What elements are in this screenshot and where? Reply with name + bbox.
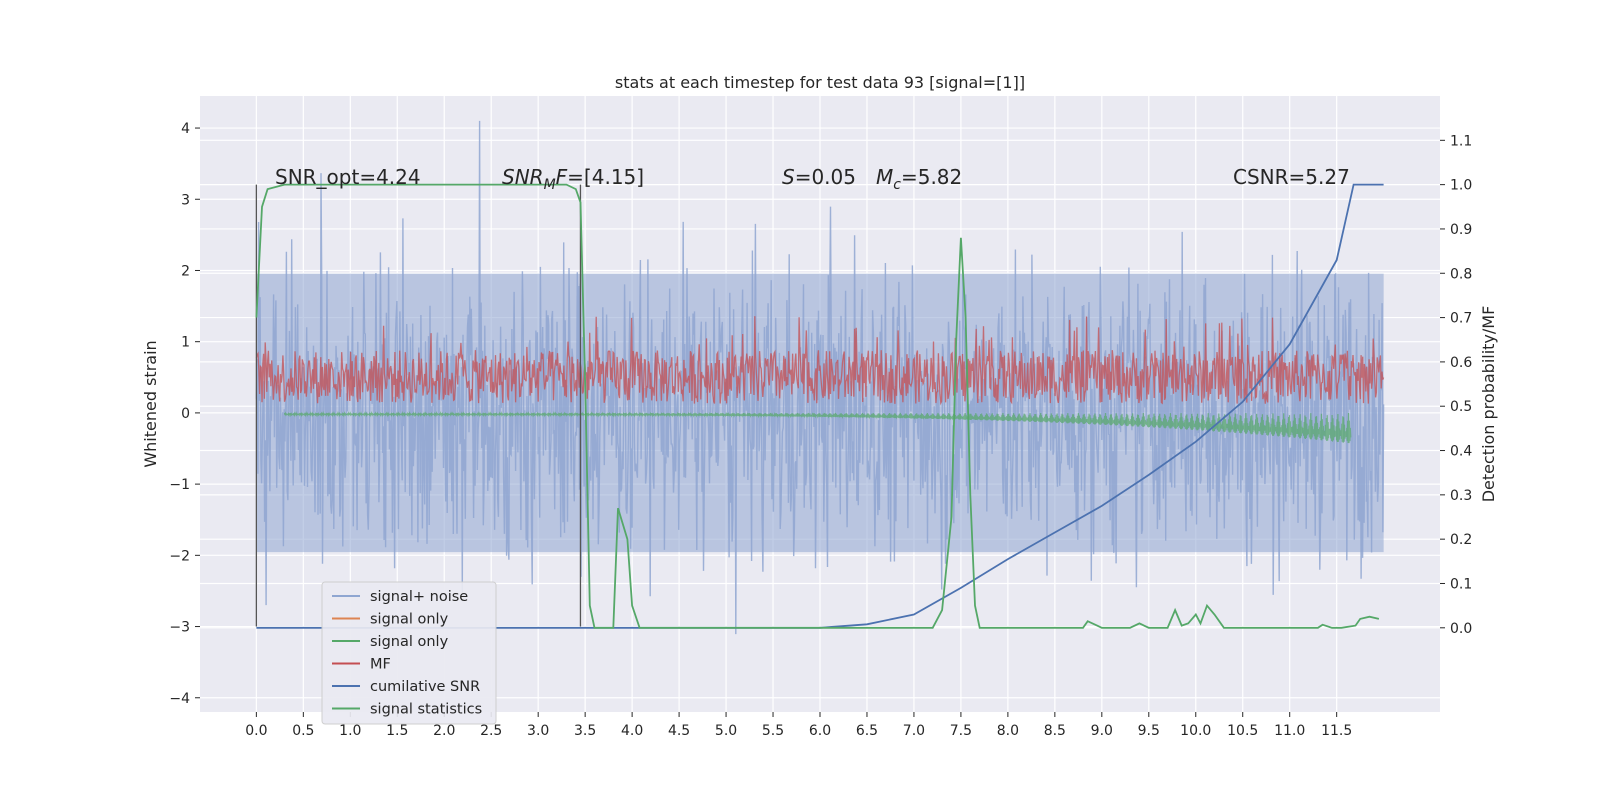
y2-tick-label: 1.1 xyxy=(1450,133,1472,149)
y2-tick-label: 0.0 xyxy=(1450,621,1472,637)
x-tick-label: 11.0 xyxy=(1274,723,1305,739)
x-tick-label: 8.0 xyxy=(997,723,1019,739)
x-tick-label: 9.0 xyxy=(1091,723,1113,739)
snr-mf-subscript: M xyxy=(544,177,556,193)
legend-label: signal only xyxy=(370,634,449,650)
legend-label: signal+ noise xyxy=(370,589,468,605)
x-tick-label: 6.5 xyxy=(856,723,878,739)
x-tick-label: 9.5 xyxy=(1138,723,1160,739)
x-tick-label: 10.0 xyxy=(1180,723,1211,739)
x-tick-label: 3.5 xyxy=(574,723,596,739)
y2-tick-label: 0.3 xyxy=(1450,488,1472,504)
y2-tick-label: 0.7 xyxy=(1450,311,1472,327)
y-tick-label: 1 xyxy=(181,335,190,351)
x-tick-label: 6.0 xyxy=(809,723,831,739)
x-tick-label: 4.5 xyxy=(668,723,690,739)
y2-tick-label: 0.1 xyxy=(1450,576,1472,592)
annotation-snr-mf: SNRMF=[4.15] xyxy=(502,165,644,193)
x-tick-label: 11.5 xyxy=(1321,723,1352,739)
y2-tick-label: 0.5 xyxy=(1450,399,1472,415)
x-tick-label: 10.5 xyxy=(1227,723,1258,739)
y-tick-label: −3 xyxy=(169,620,190,636)
y2-tick-label: 0.8 xyxy=(1450,266,1472,282)
y2-tick-label: 0.4 xyxy=(1450,444,1472,460)
x-tick-label: 7.0 xyxy=(903,723,925,739)
annotation-csnr: CSNR=5.27 xyxy=(1233,165,1350,189)
chart-title: stats at each timestep for test data 93 … xyxy=(615,73,1025,92)
x-tick-label: 0.0 xyxy=(245,723,267,739)
x-tick-label: 1.0 xyxy=(339,723,361,739)
annotation-s: S=0.05 xyxy=(782,165,856,189)
y-tick-label: 2 xyxy=(181,263,190,279)
snr-mf-value: =[4.15] xyxy=(567,165,644,189)
legend-label: signal only xyxy=(370,612,449,628)
x-tick-label: 5.5 xyxy=(762,723,784,739)
y2-axis-label: Detection probability/MF xyxy=(1479,306,1498,503)
snr-mf-f: F xyxy=(556,165,568,189)
x-tick-label: 3.0 xyxy=(527,723,549,739)
annotation-mc: Mc=5.82 xyxy=(876,165,962,193)
y-tick-label: 4 xyxy=(181,121,190,137)
y2-tick-label: 0.6 xyxy=(1450,355,1472,371)
y2-tick-label: 0.2 xyxy=(1450,532,1472,548)
mc-symbol: M xyxy=(876,165,893,189)
mc-value: =5.82 xyxy=(901,165,962,189)
snr-mf-symbol: SNR xyxy=(502,165,544,189)
y2-tick-label: 1.0 xyxy=(1450,178,1472,194)
y-tick-label: −1 xyxy=(169,477,190,493)
x-tick-label: 8.5 xyxy=(1044,723,1066,739)
x-tick-label: 2.0 xyxy=(433,723,455,739)
legend-label: cumilative SNR xyxy=(370,679,480,695)
x-tick-label: 7.5 xyxy=(950,723,972,739)
y-axis-label: Whitened strain xyxy=(141,340,160,467)
s-symbol: S xyxy=(782,165,795,189)
y2-tick-label: 0.9 xyxy=(1450,222,1472,238)
x-tick-label: 2.5 xyxy=(480,723,502,739)
s-value: =0.05 xyxy=(795,165,856,189)
x-tick-label: 1.5 xyxy=(386,723,408,739)
x-tick-label: 0.5 xyxy=(292,723,314,739)
legend-label: signal statistics xyxy=(370,702,482,718)
legend-label: MF xyxy=(370,657,391,673)
annotation-snr-opt: SNR_opt=4.24 xyxy=(275,165,421,189)
y-tick-label: −2 xyxy=(169,548,190,564)
legend: signal+ noise signal only signal only MF cum… xyxy=(322,582,496,724)
y-tick-label: 3 xyxy=(181,192,190,208)
y-tick-label: 0 xyxy=(181,406,190,422)
x-tick-label: 4.0 xyxy=(621,723,643,739)
y-tick-label: −4 xyxy=(169,691,190,707)
x-tick-label: 5.0 xyxy=(715,723,737,739)
